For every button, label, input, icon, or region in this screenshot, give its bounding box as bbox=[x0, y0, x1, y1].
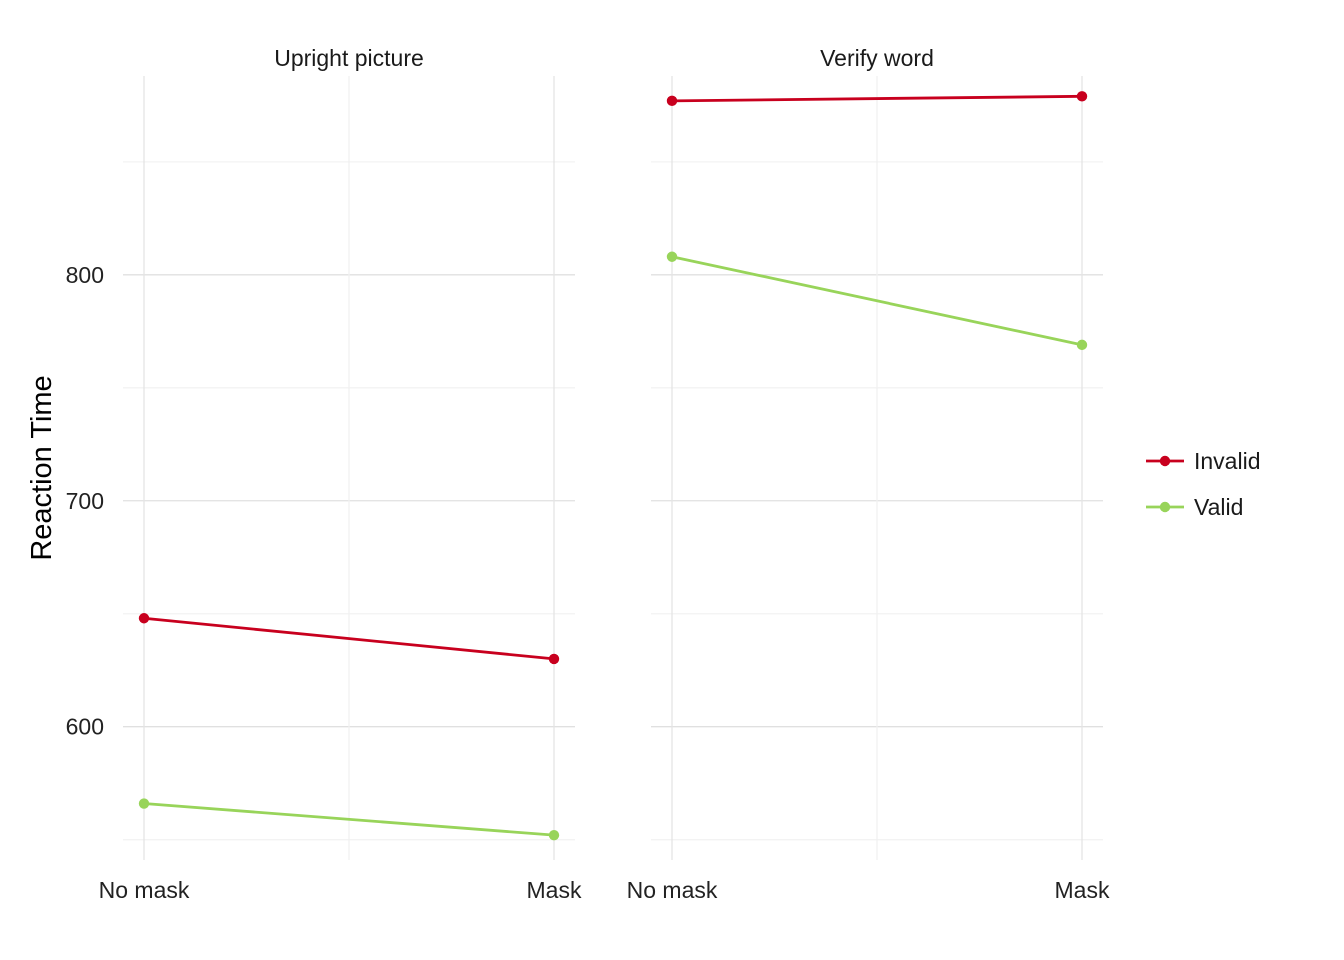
legend-valid-point bbox=[1159, 501, 1171, 513]
y-tick-label: 700 bbox=[66, 488, 104, 514]
panel-2-x-tick-label: No mask bbox=[627, 877, 718, 903]
panel-2-valid-point bbox=[666, 251, 678, 262]
panel-2-invalid-line bbox=[671, 94, 1083, 103]
panel-1-title: Upright picture bbox=[274, 45, 424, 71]
panel-2-invalid-point bbox=[666, 95, 678, 107]
panel-2-valid-point bbox=[1076, 339, 1088, 351]
y-axis-title: Reaction Time bbox=[26, 375, 58, 560]
legend-valid-label: Valid bbox=[1194, 494, 1243, 520]
panel-2-x-tick-label: Mask bbox=[1055, 877, 1110, 903]
panel-1-valid-point bbox=[548, 829, 560, 841]
panel-1-invalid-line bbox=[143, 616, 555, 661]
legend-invalid-point bbox=[1159, 455, 1171, 467]
panel-2-valid-line bbox=[671, 255, 1083, 347]
panel-1-x-tick-label: No mask bbox=[99, 877, 190, 903]
panel-1-x-tick-label: Mask bbox=[527, 877, 582, 903]
legend-invalid-label: Invalid bbox=[1194, 448, 1260, 474]
series-layer bbox=[138, 91, 1088, 841]
legend: Invalid Valid bbox=[1146, 448, 1260, 520]
panel-1-valid-point bbox=[138, 798, 150, 809]
grid-layer bbox=[123, 76, 1103, 860]
panel-1-valid-line bbox=[143, 802, 555, 837]
panel-1-invalid-point bbox=[548, 653, 560, 665]
panel-1-invalid-point bbox=[138, 613, 150, 624]
y-tick-label: 600 bbox=[66, 714, 104, 740]
y-tick-label: 800 bbox=[66, 262, 104, 288]
text-layer: Upright picture No mask Mask Verify word No … bbox=[26, 45, 1110, 903]
panel-2-title: Verify word bbox=[820, 45, 934, 71]
panel-2-invalid-point bbox=[1076, 91, 1088, 102]
